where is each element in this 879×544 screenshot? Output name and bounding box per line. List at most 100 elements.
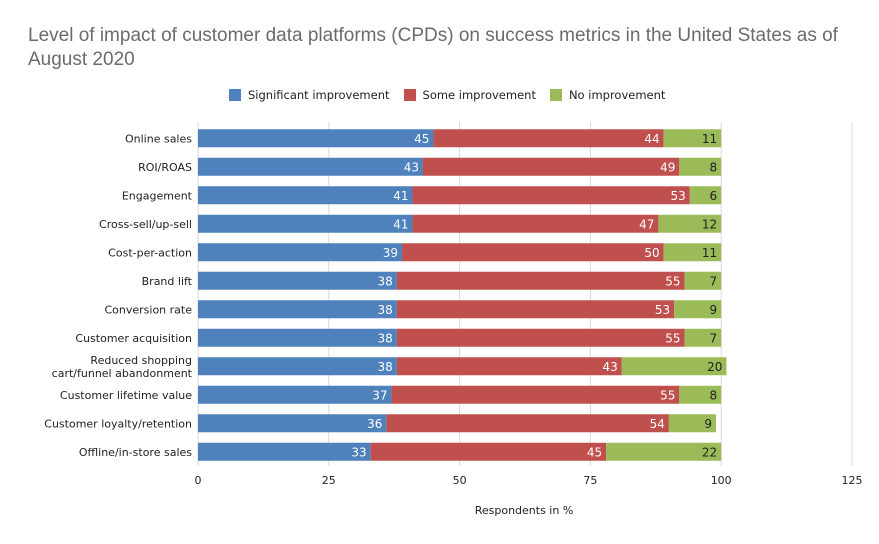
data-label: 7 bbox=[710, 274, 718, 288]
data-label: 55 bbox=[665, 331, 680, 345]
chart-title: Level of impact of customer data platfor… bbox=[28, 25, 838, 70]
bar-segment bbox=[198, 186, 413, 205]
bar-segment bbox=[198, 157, 423, 176]
data-label: 9 bbox=[704, 417, 712, 431]
category-label: Customer acquisition bbox=[75, 332, 192, 345]
x-axis-title: Respondents in % bbox=[475, 504, 574, 517]
legend-item-none: No improvement bbox=[549, 88, 666, 102]
data-label: 38 bbox=[378, 360, 393, 374]
bar-segment bbox=[386, 414, 669, 433]
x-tick-label: 100 bbox=[711, 474, 732, 487]
category-label-line: Brand lift bbox=[142, 275, 193, 288]
bar-segment bbox=[689, 186, 722, 205]
data-label: 43 bbox=[404, 160, 419, 174]
data-label: 37 bbox=[372, 388, 387, 402]
bar-segment bbox=[391, 385, 680, 404]
bar-segment bbox=[684, 271, 722, 290]
data-label: 6 bbox=[710, 189, 718, 203]
data-label: 55 bbox=[665, 274, 680, 288]
category-label-line: Customer loyalty/retention bbox=[44, 417, 192, 430]
bar-segment bbox=[412, 214, 659, 233]
data-label: 54 bbox=[650, 417, 665, 431]
legend-label-significant: Significant improvement bbox=[248, 88, 390, 102]
category-label-line: Offline/in-store sales bbox=[79, 446, 192, 459]
bar-segment bbox=[606, 442, 722, 461]
category-label-line: Reduced shopping bbox=[90, 354, 192, 367]
data-label: 53 bbox=[655, 303, 670, 317]
data-label: 22 bbox=[702, 445, 717, 459]
bar-segment bbox=[396, 357, 622, 376]
data-label: 8 bbox=[710, 388, 718, 402]
data-label: 7 bbox=[710, 331, 718, 345]
legend-label-none: No improvement bbox=[568, 88, 666, 102]
data-label: 11 bbox=[702, 132, 717, 146]
category-label: Engagement bbox=[122, 189, 193, 202]
bar-layer bbox=[198, 129, 727, 461]
category-label-line: ROI/ROAS bbox=[138, 161, 192, 174]
bar-segment bbox=[198, 328, 397, 347]
data-label: 12 bbox=[702, 217, 717, 231]
data-label: 20 bbox=[707, 360, 722, 374]
category-label: Customer loyalty/retention bbox=[44, 417, 192, 430]
bar-segment bbox=[679, 157, 722, 176]
data-label: 45 bbox=[587, 445, 602, 459]
data-label: 38 bbox=[378, 274, 393, 288]
bar-segment bbox=[412, 186, 690, 205]
category-label: Reduced shopping cart/funnel abandonment bbox=[52, 354, 193, 380]
bar-segment bbox=[679, 385, 722, 404]
legend: Significant improvement Some improvement… bbox=[229, 88, 679, 102]
data-label: 45 bbox=[414, 132, 429, 146]
bar-segment bbox=[396, 271, 685, 290]
category-label-line: Customer acquisition bbox=[75, 332, 192, 345]
data-label: 39 bbox=[383, 246, 398, 260]
category-label-line: Online sales bbox=[125, 132, 192, 145]
x-tick-label: 125 bbox=[842, 474, 863, 487]
data-label: 55 bbox=[660, 388, 675, 402]
bar-segment bbox=[433, 129, 664, 148]
legend-swatch-some bbox=[403, 89, 416, 101]
bar-segment bbox=[198, 129, 434, 148]
bar-segment bbox=[198, 442, 371, 461]
category-label-line: Cost-per-action bbox=[108, 246, 192, 259]
bar-segment bbox=[668, 414, 716, 433]
x-tick-label: 0 bbox=[195, 474, 202, 487]
bar-segment bbox=[198, 214, 413, 233]
bar-segment bbox=[198, 271, 397, 290]
bar-segment bbox=[402, 243, 664, 262]
legend-item-significant: Significant improvement bbox=[229, 88, 390, 102]
data-label: 41 bbox=[393, 189, 408, 203]
bar-segment bbox=[396, 328, 685, 347]
x-tick-label: 25 bbox=[322, 474, 336, 487]
bar-segment bbox=[198, 385, 392, 404]
bar-segment bbox=[674, 300, 722, 319]
bar-segment bbox=[198, 357, 397, 376]
data-label: 8 bbox=[710, 160, 718, 174]
bar-segment bbox=[396, 300, 675, 319]
data-label: 50 bbox=[644, 246, 659, 260]
data-label: 33 bbox=[351, 445, 366, 459]
data-label: 47 bbox=[639, 217, 654, 231]
grid-layer bbox=[197, 122, 853, 466]
legend-item-some: Some improvement bbox=[403, 88, 536, 102]
category-label: Customer lifetime value bbox=[60, 389, 192, 402]
legend-label-some: Some improvement bbox=[422, 88, 536, 102]
bar-segment bbox=[663, 243, 722, 262]
category-label: Cross-sell/up-sell bbox=[99, 218, 192, 231]
category-label-line: cart/funnel abandonment bbox=[52, 367, 193, 380]
data-label: 41 bbox=[393, 217, 408, 231]
bar-segment bbox=[684, 328, 722, 347]
category-label-line: Cross-sell/up-sell bbox=[99, 218, 192, 231]
category-label-line: Engagement bbox=[122, 189, 193, 202]
category-label: Online sales bbox=[125, 132, 192, 145]
data-label: 38 bbox=[378, 303, 393, 317]
data-label: 49 bbox=[660, 160, 675, 174]
bar-segment bbox=[198, 243, 403, 262]
data-label: 44 bbox=[644, 132, 659, 146]
x-tick-label: 75 bbox=[583, 474, 597, 487]
label-layer: 0 25 50 75 100 125 Online sales 45 44 11 ROI/ROAS 4… bbox=[44, 132, 862, 487]
bar-segment bbox=[658, 214, 722, 233]
bar-segment bbox=[621, 357, 727, 376]
category-label: ROI/ROAS bbox=[138, 161, 192, 174]
x-tick-label: 50 bbox=[453, 474, 467, 487]
